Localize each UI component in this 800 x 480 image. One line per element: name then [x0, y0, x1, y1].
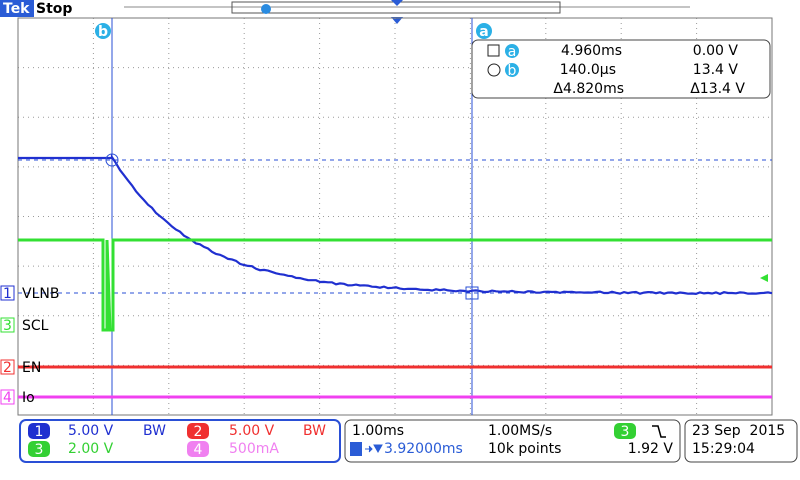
trace-label: Io	[22, 390, 35, 406]
status: Stop	[36, 1, 72, 17]
ch-number: 3	[35, 442, 44, 458]
readout-volts: 0.00 V	[693, 43, 739, 59]
ch-number: 1	[35, 424, 44, 440]
ch-bandwidth: BW	[303, 423, 326, 439]
trace-number: 4	[3, 390, 12, 406]
trigger-level: 1.92 V	[628, 441, 674, 457]
trace-label: EN	[22, 360, 41, 376]
trace-number: 3	[3, 318, 12, 334]
trace-label: SCL	[22, 318, 49, 334]
readout-marker: a	[508, 44, 517, 60]
time-position: 3.92000ms	[384, 441, 463, 457]
trace-label: VLNB	[22, 286, 59, 302]
ch-scale: 2.00 V	[68, 441, 114, 457]
ch-scale: 500mA	[229, 441, 279, 457]
trace-number: 2	[3, 360, 12, 376]
ch-scale: 5.00 V	[229, 423, 275, 439]
date: 23 Sep 2015	[692, 423, 785, 439]
readout-time: 140.0µs	[560, 62, 616, 78]
ch-number: 4	[194, 442, 203, 458]
cursor-b-label: b	[98, 24, 108, 40]
trigger-pos-icon	[350, 442, 362, 456]
record-length: 10k points	[488, 441, 561, 457]
readout-volts: 13.4 V	[693, 62, 739, 78]
readout-time: 4.960ms	[561, 43, 622, 59]
readout-time: Δ4.820ms	[553, 81, 624, 97]
readout-volts: Δ13.4 V	[690, 81, 745, 97]
time-scale: 1.00ms	[352, 423, 404, 439]
trigger-source: 3	[621, 424, 630, 440]
trigger-marker	[261, 4, 271, 14]
brand: Tek	[3, 1, 30, 17]
time: 15:29:04	[692, 441, 755, 457]
cursor-a-label: a	[479, 24, 488, 40]
ch-scale: 5.00 V	[68, 423, 114, 439]
sample-rate: 1.00MS/s	[488, 423, 552, 439]
ch-bandwidth: BW	[143, 423, 166, 439]
ch-number: 2	[194, 424, 203, 440]
readout-marker: b	[508, 63, 517, 79]
trace-number: 1	[3, 286, 12, 302]
